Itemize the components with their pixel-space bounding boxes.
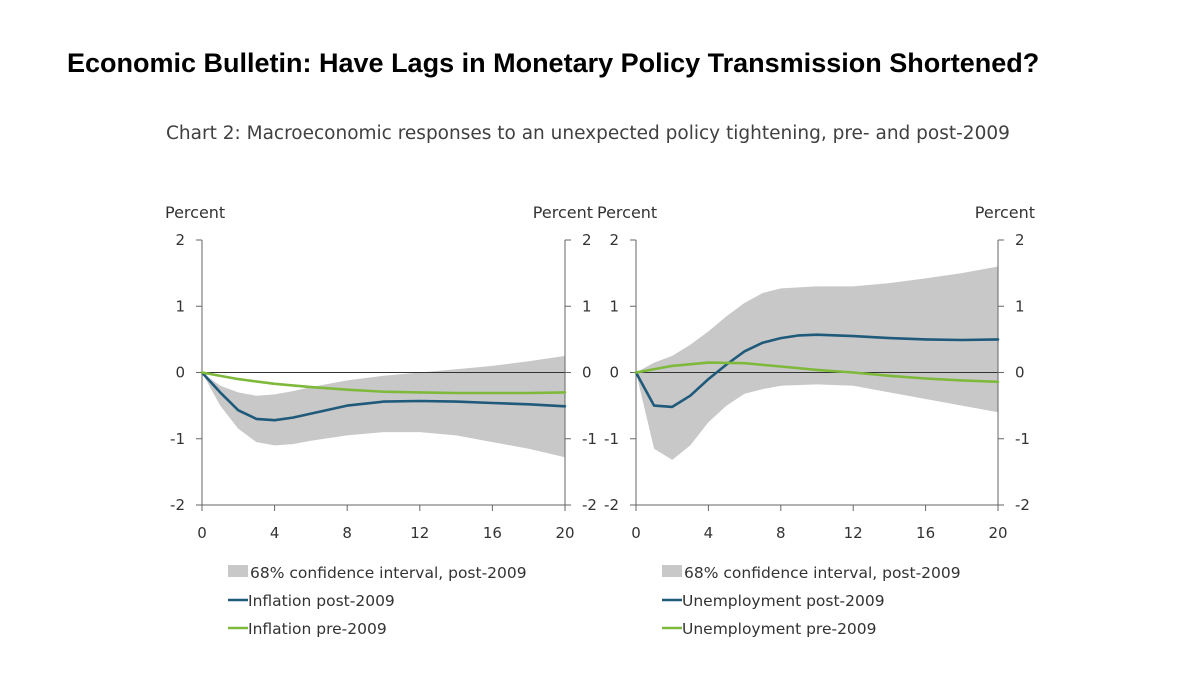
x-tick-label-left-2: 8: [342, 524, 352, 542]
y-tick-label-right-right-4: -2: [1015, 496, 1030, 514]
x-tick-label-left-5: 20: [555, 524, 574, 542]
x-tick-label-right-4: 16: [916, 524, 935, 542]
x-tick-label-left-4: 16: [483, 524, 502, 542]
legend-label-series-left-1: Inflation pre-2009: [248, 620, 387, 638]
x-tick-label-right-0: 0: [631, 524, 641, 542]
unit-label-right-right: Percent: [975, 203, 1035, 222]
confidence-band-right: [636, 266, 998, 460]
page-headline: Economic Bulletin: Have Lags in Monetary…: [67, 48, 1040, 78]
y-tick-label-right-left-3: -1: [582, 430, 597, 448]
y-tick-label-right-left-0: 2: [582, 231, 592, 249]
x-tick-label-right-2: 8: [776, 524, 786, 542]
x-tick-label-left-3: 12: [410, 524, 429, 542]
y-tick-label-right-right-3: -1: [1015, 430, 1030, 448]
y-tick-label-left-left-1: 1: [175, 297, 185, 315]
y-tick-label-left-left-3: -1: [170, 430, 185, 448]
chart-panel-left: 2 2 1 1 0 0 -1 -1 -2 -2 0 4 8 12 16 20 Percent Percent 68%…: [165, 203, 597, 638]
legend-label-band-right: 68% confidence interval, post-2009: [684, 564, 961, 582]
y-tick-label-right-left-1: 1: [582, 297, 592, 315]
y-tick-label-left-right-0: 2: [609, 231, 619, 249]
series-line-left-1: [200, 371, 567, 395]
legend-label-band-left: 68% confidence interval, post-2009: [250, 564, 527, 582]
y-tick-label-right-left-2: 0: [582, 364, 592, 382]
chart-panel-right: 2 2 1 1 0 0 -1 -1 -2 -2 0 4 8 12 16 20 Percent Percent 68%…: [597, 203, 1035, 638]
legend-right: 68% confidence interval, post-2009 Unempl…: [662, 564, 961, 638]
series-line-right-0: [634, 333, 1000, 409]
x-tick-label-right-5: 20: [988, 524, 1007, 542]
legend-swatch-band-right: [662, 565, 682, 577]
y-tick-label-right-right-2: 0: [1015, 364, 1025, 382]
chart-title: Chart 2: Macroeconomic responses to an u…: [166, 123, 1010, 144]
y-tick-label-left-right-1: 1: [609, 297, 619, 315]
y-tick-label-left-left-0: 2: [175, 231, 185, 249]
y-tick-label-left-left-2: 0: [175, 364, 185, 382]
x-tick-label-left-1: 4: [270, 524, 280, 542]
legend-left: 68% confidence interval, post-2009 Inflat…: [228, 564, 527, 638]
legend-label-series-left-0: Inflation post-2009: [248, 592, 395, 610]
y-tick-label-right-right-1: 1: [1015, 297, 1025, 315]
y-tick-label-left-right-2: 0: [609, 364, 619, 382]
y-tick-label-right-left-4: -2: [582, 496, 597, 514]
x-tick-label-right-3: 12: [844, 524, 863, 542]
unit-label-right-left: Percent: [533, 203, 593, 222]
unit-label-left-right: Percent: [597, 203, 657, 222]
legend-label-series-right-0: Unemployment post-2009: [682, 592, 885, 610]
series-line-right-1: [634, 361, 1000, 384]
x-tick-label-left-0: 0: [197, 524, 207, 542]
series-line-left-0: [200, 371, 567, 422]
legend-swatch-band-left: [228, 565, 248, 577]
x-tick-label-right-1: 4: [704, 524, 714, 542]
y-tick-label-left-right-4: -2: [604, 496, 619, 514]
y-tick-label-left-left-4: -2: [170, 496, 185, 514]
unit-label-left-left: Percent: [165, 203, 225, 222]
confidence-band-left: [202, 355, 565, 458]
legend-label-series-right-1: Unemployment pre-2009: [682, 620, 877, 638]
y-tick-label-left-right-3: -1: [604, 430, 619, 448]
y-tick-label-right-right-0: 2: [1015, 231, 1025, 249]
